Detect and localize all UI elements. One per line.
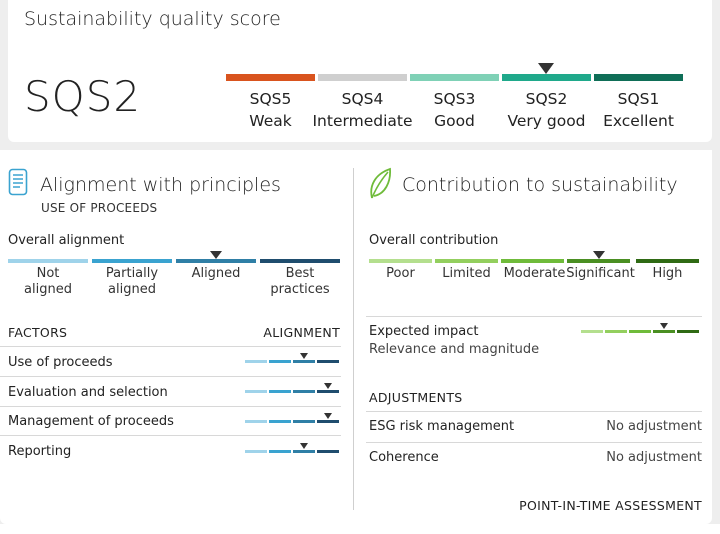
level-name: Very good — [507, 112, 586, 130]
sqs2-bar — [502, 74, 591, 81]
level-name: Good — [434, 112, 475, 130]
level-line: aligned — [108, 282, 156, 297]
assessment-footer: POINT-IN-TIME ASSESSMENT — [519, 498, 702, 513]
level-code: SQS5 — [249, 90, 292, 108]
factor-name: Management of proceeds — [8, 414, 174, 429]
level-name: Intermediate — [312, 112, 413, 130]
level-name: Excellent — [603, 112, 674, 130]
level-line: aligned — [24, 282, 72, 297]
factor-marker-icon — [300, 443, 308, 449]
factors-header: FACTORS — [8, 325, 68, 340]
align-seg-2 — [92, 259, 172, 263]
factor-name: Reporting — [8, 444, 72, 459]
level-line: Best — [285, 266, 315, 281]
sqs5-bar — [226, 74, 315, 81]
level-code: SQS4 — [341, 90, 384, 108]
contrib-seg-4 — [567, 259, 630, 263]
contrib-level-3: Moderate — [503, 266, 566, 281]
sqs4-label: SQS4 Intermediate — [308, 88, 417, 132]
divider — [366, 316, 702, 317]
align-seg-4 — [260, 259, 340, 263]
alignment-title: Alignment with principles — [40, 174, 281, 196]
divider — [0, 406, 341, 407]
adjustment-value: No adjustment — [606, 450, 702, 465]
sqs3-label: SQS3 Good — [410, 88, 499, 132]
sqs4-bar — [318, 74, 407, 81]
align-level-3: Aligned — [176, 266, 256, 282]
factor-marker-icon — [324, 413, 332, 419]
sqs1-label: SQS1 Excellent — [594, 88, 683, 132]
sqs1-bar — [594, 74, 683, 81]
column-divider — [353, 168, 354, 510]
contrib-seg-1 — [369, 259, 432, 263]
adjustment-name: ESG risk management — [369, 419, 515, 434]
adjustments-header: ADJUSTMENTS — [369, 390, 463, 405]
details-panel: Alignment with principles USE OF PROCEED… — [0, 150, 712, 524]
alignment-header: ALIGNMENT — [263, 325, 340, 340]
sqs-score: SQS2 — [24, 72, 142, 121]
expected-impact-label: Expected impact — [369, 324, 479, 339]
divider — [366, 442, 702, 443]
contrib-level-5: High — [652, 266, 683, 281]
factor-marker-icon — [324, 383, 332, 389]
panel-title: Sustainability quality score — [24, 8, 281, 30]
contribution-title: Contribution to sustainability — [402, 174, 678, 196]
selected-marker-icon — [538, 63, 554, 74]
level-line: Partially — [105, 266, 159, 281]
adjustment-name: Coherence — [369, 450, 439, 465]
document-list-icon — [8, 168, 28, 196]
divider — [0, 376, 341, 377]
overall-alignment-label: Overall alignment — [8, 233, 125, 248]
contrib-level-1: Poor — [386, 266, 415, 281]
level-line: Aligned — [191, 266, 241, 281]
level-code: SQS1 — [617, 90, 660, 108]
sqs5-label: SQS5 Weak — [226, 88, 315, 132]
sqs-panel: Sustainability quality score SQS2 SQS5 W… — [8, 0, 712, 142]
sqs3-bar — [410, 74, 499, 81]
divider — [0, 346, 341, 347]
overall-contribution-label: Overall contribution — [369, 233, 499, 248]
level-code: SQS3 — [433, 90, 476, 108]
adjustment-value: No adjustment — [606, 419, 702, 434]
overall-alignment-marker-icon — [210, 251, 222, 259]
align-level-2: Partially aligned — [92, 266, 172, 298]
contrib-level-4: Significant — [566, 266, 635, 281]
level-line: practices — [270, 282, 330, 297]
align-level-1: Not aligned — [8, 266, 88, 298]
level-code: SQS2 — [525, 90, 568, 108]
level-line: Not — [36, 266, 60, 281]
align-seg-1 — [8, 259, 88, 263]
contrib-seg-3 — [501, 259, 564, 263]
level-name: Weak — [249, 112, 292, 130]
expected-impact-sub: Relevance and magnitude — [369, 342, 540, 357]
align-level-4: Best practices — [260, 266, 340, 298]
factor-name: Evaluation and selection — [8, 385, 168, 400]
overall-contribution-marker-icon — [593, 251, 605, 259]
divider — [366, 411, 702, 412]
sqs2-label: SQS2 Very good — [502, 88, 591, 132]
leaf-icon — [370, 167, 391, 199]
divider — [0, 435, 341, 436]
align-seg-3 — [176, 259, 256, 263]
factor-name: Use of proceeds — [8, 355, 113, 370]
impact-marker-icon — [660, 323, 668, 329]
factor-marker-icon — [300, 353, 308, 359]
alignment-subtitle: USE OF PROCEEDS — [41, 201, 158, 215]
contrib-seg-2 — [435, 259, 498, 263]
contrib-seg-5 — [636, 259, 699, 263]
contrib-level-2: Limited — [442, 266, 491, 281]
